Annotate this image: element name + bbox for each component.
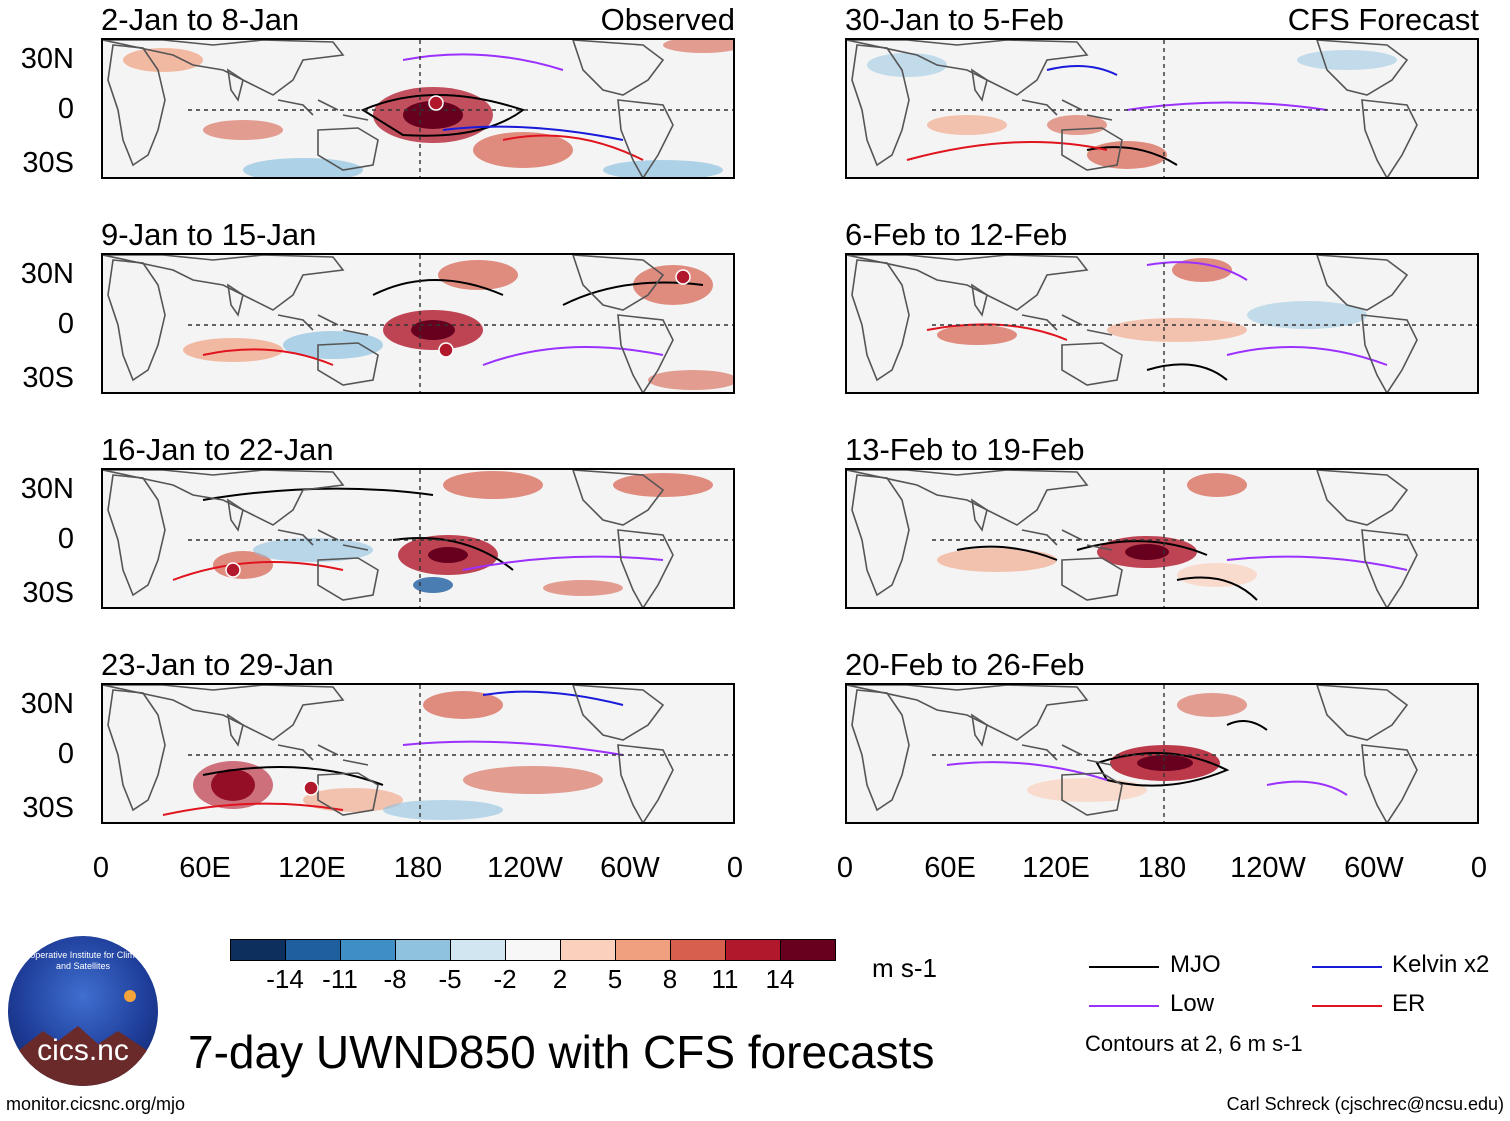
map-plot [845,683,1479,824]
colorbar-tick: -14 [266,964,304,994]
lat-tick: 0 [57,308,74,340]
colorbar-swatch [615,939,671,961]
colorbar-swatch [230,939,286,961]
colorbar-swatch [340,939,396,961]
lat-tick: 30S [22,362,74,394]
colorbar-swatch [505,939,561,961]
map-plot [101,38,735,179]
logo-ring-text: Cooperative Institute for Climate and Sa… [18,950,148,971]
lon-tick: 120W [1230,852,1306,884]
lon-tick: 0 [92,852,110,884]
legend-label-low: Low [1170,990,1215,1017]
legend-label-kelvin: Kelvin x2 [1392,951,1490,978]
lon-tick: 120W [487,852,563,884]
legend-line-er [1312,1005,1382,1007]
panel-title: 16-Jan to 22-Jan [101,432,334,467]
panel-title: 30-Jan to 5-Feb [845,2,1064,37]
colorbar-swatch [285,939,341,961]
lon-tick: 120E [278,852,346,884]
colorbar-tick: 11 [711,964,739,994]
colorbar-swatch [450,939,506,961]
legend-label-er: ER [1392,990,1426,1017]
colorbar-tick: -5 [438,964,462,994]
lon-tick: 0 [726,852,744,884]
map-plot [845,468,1479,609]
lon-tick: 60W [1344,852,1404,884]
lat-tick: 30S [22,147,74,179]
map-plot [845,253,1479,394]
forecast-label: CFS Forecast [1287,2,1479,37]
colorbar-tick: -2 [493,964,517,994]
colorbar-tick: 2 [552,964,568,994]
lon-tick: 180 [393,852,443,884]
map-plot [101,253,735,394]
colorbar-tick: -8 [383,964,407,994]
colorbar-swatch [670,939,726,961]
lon-tick: 120E [1022,852,1090,884]
lon-tick: 0 [836,852,854,884]
colorbar-tick: 5 [607,964,623,994]
legend-label-mjo: MJO [1170,951,1221,978]
lon-tick: 0 [1470,852,1488,884]
map-plot [845,38,1479,179]
panel-title: 6-Feb to 12-Feb [845,217,1068,252]
colorbar-swatch [780,939,836,961]
lat-tick: 0 [57,93,74,125]
lon-tick: 60W [600,852,660,884]
colorbar-swatch [395,939,451,961]
colorbar-swatch [560,939,616,961]
footer-credit: Carl Schreck (cjschrec@ncsu.edu) [1226,1094,1504,1114]
main-title: 7-day UWND850 with CFS forecasts [188,1026,935,1078]
panel-title: 13-Feb to 19-Feb [845,432,1085,467]
lat-tick: 30S [22,577,74,609]
legend-line-mjo [1089,966,1159,968]
observed-label: Observed [600,2,735,37]
lon-tick: 60E [179,852,231,884]
colorbar-tick: 8 [662,964,678,994]
cics-logo: cics.nc Cooperative Institute for Climat… [8,936,158,1086]
panel-title: 20-Feb to 26-Feb [845,647,1085,682]
legend-line-kelvin [1312,966,1382,968]
lon-tick: 180 [1137,852,1187,884]
lat-tick: 0 [57,523,74,555]
legend-note: Contours at 2, 6 m s-1 [1085,1031,1303,1056]
lat-tick: 30N [20,473,74,505]
footer-url: monitor.cicsnc.org/mjo [6,1094,186,1114]
panel-title: 9-Jan to 15-Jan [101,217,317,252]
colorbar-unit: m s-1 [872,953,937,983]
lat-tick: 30N [20,688,74,720]
lon-tick: 60E [924,852,976,884]
panel-title: 23-Jan to 29-Jan [101,647,334,682]
logo-text: cics.nc [37,1034,129,1067]
map-plot [101,683,735,824]
lat-tick: 0 [57,738,74,770]
panel-title: 2-Jan to 8-Jan [101,2,300,37]
map-plot [101,468,735,609]
lat-tick: 30S [22,792,74,824]
lat-tick: 30N [20,258,74,290]
colorbar-swatch [725,939,781,961]
colorbar-tick: 14 [765,964,795,994]
lat-tick: 30N [20,43,74,75]
colorbar-tick: -11 [322,964,358,994]
legend-line-low [1089,1005,1159,1007]
